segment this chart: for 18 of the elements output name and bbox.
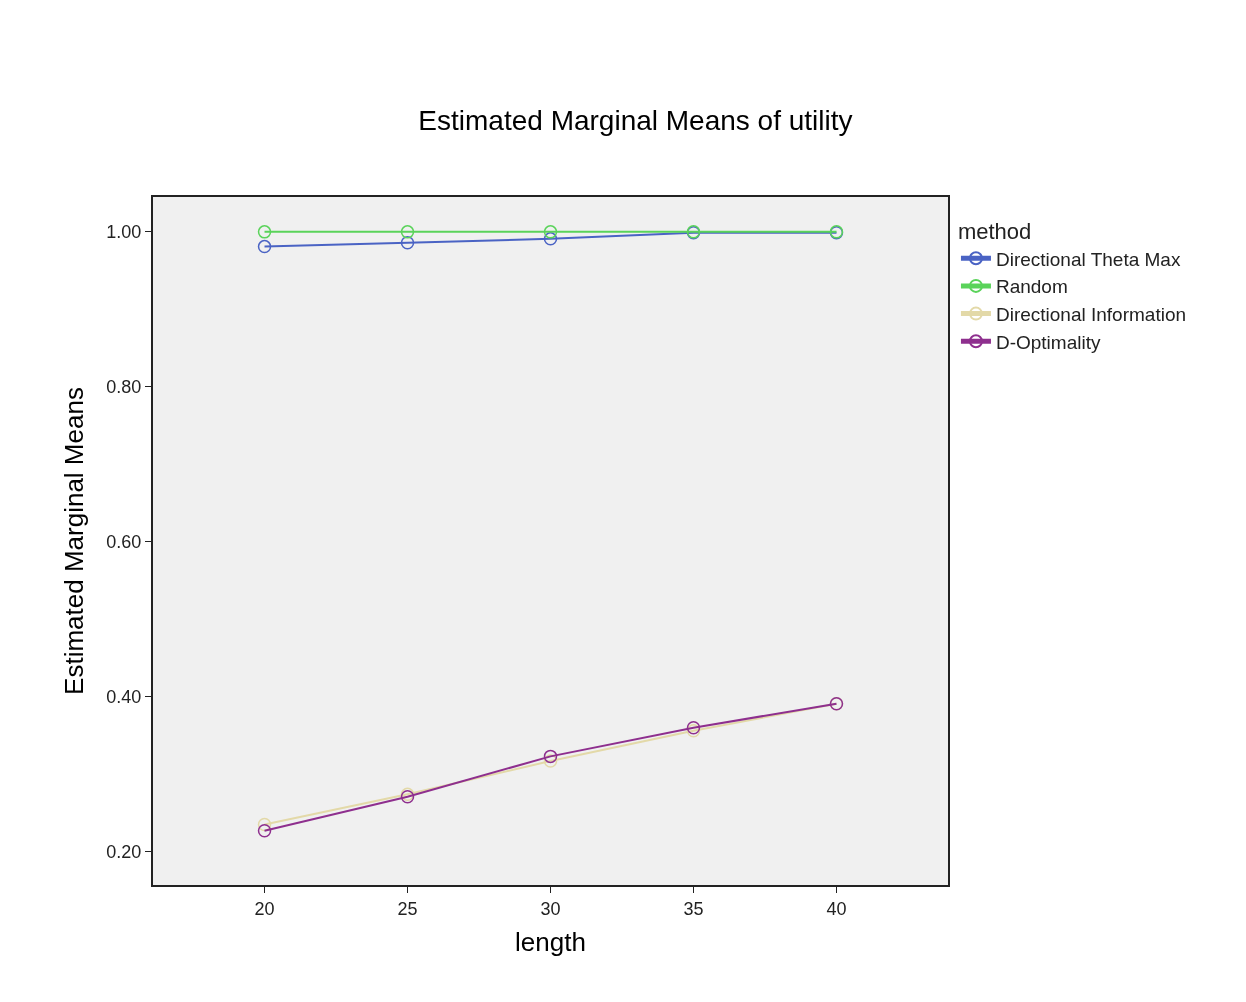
y-tick-label: 0.20 [106, 841, 142, 862]
chart-title: Estimated Marginal Means of utility [418, 105, 853, 137]
y-tick-label: 0.60 [106, 532, 142, 553]
x-tick-label: 20 [254, 898, 275, 919]
legend-label: Directional Theta Max [995, 248, 1181, 270]
y-tick-label: 1.00 [106, 222, 142, 243]
x-tick-label: 25 [397, 898, 418, 919]
x-tick-label: 40 [826, 898, 847, 919]
x-axis-title: length [515, 926, 586, 957]
y-tick-label: 0.40 [106, 687, 142, 708]
legend-label: Directional Information [995, 304, 1187, 326]
legend-label: D-Optimality [995, 331, 1101, 353]
legend-title: method [957, 219, 1032, 245]
x-tick-label: 35 [683, 898, 704, 919]
y-axis-title: Estimated Marginal Means [59, 387, 90, 695]
y-tick-label: 0.80 [106, 377, 142, 398]
x-tick-label: 30 [540, 898, 561, 919]
legend-label: Random [995, 276, 1068, 298]
